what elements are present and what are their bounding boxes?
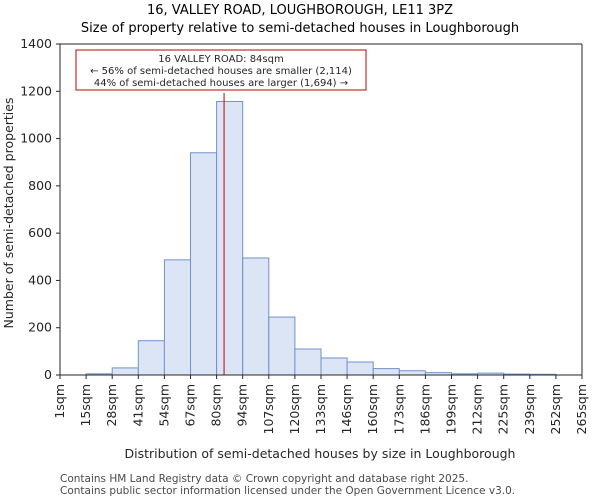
x-tick-label: 15sqm: [78, 384, 93, 427]
x-tick-label: 67sqm: [183, 384, 198, 427]
x-axis-label: Distribution of semi-detached houses by …: [125, 446, 516, 461]
histogram-bar: [346, 361, 374, 376]
x-tick-label: 133sqm: [313, 384, 328, 434]
y-tick-label: 0: [44, 367, 52, 382]
histogram-bar: [242, 257, 270, 376]
y-tick-label: 400: [28, 272, 52, 287]
x-tick-label: 41sqm: [130, 384, 145, 427]
chart-title: 16, VALLEY ROAD, LOUGHBOROUGH, LE11 3PZ: [147, 3, 453, 18]
y-tick-label: 1200: [20, 83, 52, 98]
histogram-bar: [137, 340, 165, 376]
histogram-bar: [111, 367, 139, 376]
footer-line-1: Contains HM Land Registry data © Crown c…: [60, 473, 468, 485]
x-tick-label: 107sqm: [261, 384, 276, 434]
y-tick-label: 1000: [20, 131, 52, 146]
chart-subtitle: Size of property relative to semi-detach…: [81, 21, 519, 36]
histogram-bar: [163, 259, 191, 376]
x-tick-label: 120sqm: [287, 384, 302, 434]
x-tick-label: 1sqm: [52, 384, 67, 419]
x-tick-label: 239sqm: [522, 384, 537, 434]
x-tick-label: 252sqm: [548, 384, 563, 434]
histogram-bar: [294, 348, 322, 376]
histogram-bar: [216, 100, 244, 376]
x-tick-label: 212sqm: [470, 384, 485, 434]
annotation-title: 16 VALLEY ROAD: 84sqm: [158, 54, 283, 65]
x-tick-label: 80sqm: [209, 384, 224, 427]
y-tick-label: 200: [28, 320, 52, 335]
x-tick-label: 199sqm: [444, 384, 459, 434]
annotation-box: 16 VALLEY ROAD: 84sqm ← 56% of semi-deta…: [75, 49, 367, 91]
axes-layer: [59, 43, 583, 376]
histogram-bar: [268, 316, 296, 376]
x-tick-label: 160sqm: [365, 384, 380, 434]
footer-line-2: Contains public sector information licen…: [60, 485, 515, 497]
histogram-bar: [398, 370, 426, 376]
x-tick-label: 265sqm: [574, 384, 589, 434]
y-tick-label: 1400: [20, 36, 52, 51]
ticks-layer: 0 200 400 600 800 1000 1200 1400 1sqm 15sqm 28sqm 4…: [20, 36, 589, 434]
y-tick-label: 600: [28, 225, 52, 240]
bars-layer: [85, 100, 557, 376]
y-axis-label: Number of semi-detached properties: [1, 98, 16, 329]
histogram-bar: [372, 368, 400, 376]
annotation-border: [75, 49, 367, 91]
y-tick-label: 800: [28, 178, 52, 193]
x-tick-label: 146sqm: [339, 384, 354, 434]
histogram-bar: [320, 357, 348, 376]
x-tick-label: 173sqm: [391, 384, 406, 434]
x-tick-label: 54sqm: [156, 384, 171, 427]
x-tick-label: 94sqm: [235, 384, 250, 427]
x-tick-label: 225sqm: [496, 384, 511, 434]
histogram-bar: [190, 152, 218, 376]
annotation-smaller: ← 56% of semi-detached houses are smalle…: [90, 66, 352, 77]
annotation-larger: 44% of semi-detached houses are larger (…: [94, 78, 348, 89]
x-tick-label: 28sqm: [104, 384, 119, 427]
x-tick-label: 186sqm: [417, 384, 432, 434]
